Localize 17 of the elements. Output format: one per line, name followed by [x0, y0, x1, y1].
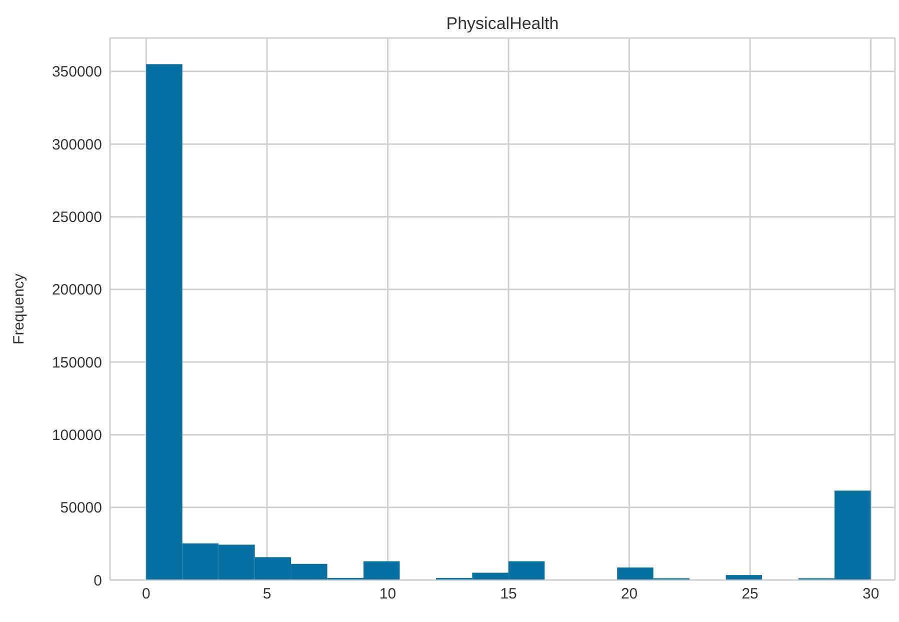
y-tick-label: 0 — [94, 572, 102, 590]
x-tick-label: 30 — [862, 586, 880, 603]
x-tick-label: 5 — [262, 586, 272, 603]
y-tick-label: 50000 — [60, 500, 102, 517]
x-tick-label: 20 — [620, 586, 638, 603]
x-tick-label: 15 — [500, 586, 517, 603]
y-axis-title: Frequency — [10, 273, 28, 344]
y-tick-label: 250000 — [52, 209, 102, 226]
x-tick-label: 0 — [142, 586, 150, 603]
y-tick-label: 150000 — [52, 354, 102, 372]
x-tick-label: 25 — [742, 586, 758, 603]
y-tick-label: 350000 — [52, 64, 102, 81]
y-tick-label: 300000 — [52, 136, 102, 154]
y-tick-label: 200000 — [52, 282, 102, 299]
chart-title: PhysicalHealth — [445, 14, 560, 34]
y-tick-label: 100000 — [52, 427, 102, 444]
x-tick-label: 10 — [379, 586, 396, 603]
